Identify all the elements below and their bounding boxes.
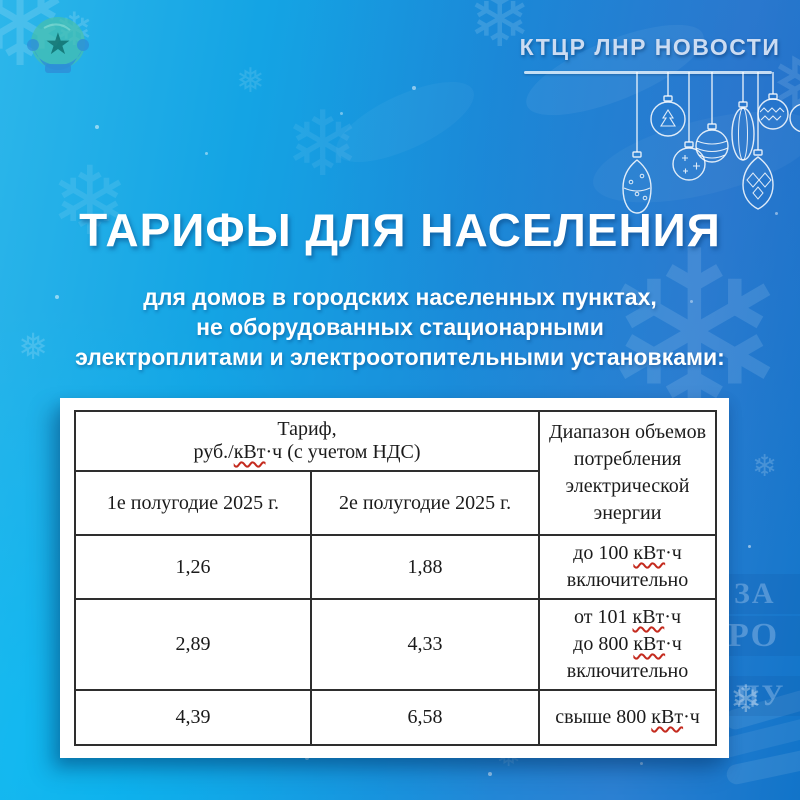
tariff-value-cell: 1,26	[74, 534, 312, 600]
watermark-text: ПУ	[736, 679, 786, 712]
snow-dot	[205, 152, 208, 155]
misspelled-unit: кВт	[633, 542, 666, 564]
lnr-emblem-logo: ★	[27, 17, 89, 73]
snowflake-icon: ❄	[468, 0, 532, 64]
table-row: 2,89 4,33 от 101 кВт·ч до 800 кВт·ч вклю…	[74, 598, 718, 691]
tariff-value-cell: 6,58	[309, 689, 541, 746]
subtitle-line: не оборудованных стационарными	[196, 314, 604, 340]
table-row: 1,26 1,88 до 100 кВт·ч включительно	[74, 534, 718, 600]
snowflake-icon: ❄	[752, 449, 778, 484]
watermark-fragment: РО	[720, 616, 800, 656]
misspelled-unit: кВт	[632, 606, 665, 628]
table-header-row: Тариф, руб./кВт·ч (с учетом НДС) Диапазо…	[73, 410, 718, 536]
snow-dot	[690, 300, 693, 303]
snowflake-icon: ❅	[770, 40, 800, 130]
snowflake-icon: ❄	[730, 677, 762, 721]
tariff-value-cell: 4,33	[309, 598, 541, 691]
page-title: ТАРИФЫ ДЛЯ НАСЕЛЕНИЯ	[79, 204, 721, 256]
misspelled-unit: кВт	[651, 706, 684, 728]
tariff-header-line1: Тариф,	[277, 418, 337, 440]
snow-dot	[95, 125, 99, 129]
tariff-value-cell: 4,39	[74, 689, 312, 746]
column-header-h1-2025: 1е полугодие 2025 г.	[74, 470, 312, 536]
snow-dot	[412, 86, 416, 90]
snowflake-icon: ❅	[236, 61, 265, 101]
tariff-table-panel: Тариф, руб./кВт·ч (с учетом НДС) Диапазо…	[60, 398, 729, 758]
column-header-h2-2025: 2е полугодие 2025 г.	[309, 470, 541, 536]
watermark-fragment: ПУ	[728, 676, 800, 716]
bauble-stars-icon	[672, 72, 706, 181]
snow-dot	[640, 762, 643, 765]
table-subheader-row: 1е полугодие 2025 г. 2е полугодие 2025 г…	[74, 470, 716, 536]
svg-text:★: ★	[45, 27, 72, 62]
misspelled-unit: кВт	[633, 633, 666, 655]
misspelled-unit: кВт	[233, 441, 266, 463]
bauble-zigzag-icon	[757, 72, 789, 130]
brand-title: КТЦР ЛНР НОВОСТИ	[519, 34, 781, 60]
snowflake-icon: ❄	[285, 92, 361, 197]
snow-dot	[488, 772, 492, 776]
subtitle-line: для домов в городских населенных пунктах…	[143, 284, 657, 310]
watermark-fragment: ЗА	[726, 574, 800, 614]
range-cell: свыше 800 кВт·ч	[538, 689, 718, 746]
snow-dot	[775, 212, 778, 215]
watermark-text: РО	[728, 617, 780, 654]
range-header-cell: Диапазон объемов потребления электрическ…	[538, 410, 718, 536]
snowflake-icon: ❄	[50, 147, 130, 257]
snow-dot	[305, 756, 309, 760]
range-cell: от 101 кВт·ч до 800 кВт·ч включительно	[538, 598, 718, 691]
bauble-diamonds-icon	[742, 72, 774, 210]
snow-dot	[340, 112, 343, 115]
tariff-header-cell: Тариф, руб./кВт·ч (с учетом НДС)	[73, 410, 541, 472]
bauble-oval-icon	[731, 72, 755, 161]
snow-dot	[55, 295, 59, 299]
snow-dot	[748, 545, 751, 548]
bauble-teardrop-icon	[622, 72, 652, 214]
bauble-tree-icon	[650, 72, 686, 137]
range-cell: до 100 кВт·ч включительно	[538, 534, 718, 600]
christmas-ornaments	[622, 72, 800, 214]
page-subtitle: для домов в городских населенных пунктах…	[0, 282, 800, 372]
header-divider	[524, 71, 772, 74]
subtitle-line: электроплитами и электроотопительными ус…	[75, 344, 725, 370]
bauble-stripes-icon	[695, 72, 729, 163]
bauble-partial-icon	[789, 103, 800, 133]
watermark-text: ЗА	[734, 577, 776, 610]
table-row: 4,39 6,58 свыше 800 кВт·ч	[74, 689, 718, 746]
tariff-table: Тариф, руб./кВт·ч (с учетом НДС) Диапазо…	[73, 410, 718, 746]
tariff-header-line2: руб./кВт·ч (с учетом НДС)	[193, 441, 421, 463]
snowflake-icon: ❅	[18, 327, 49, 368]
tariff-value-cell: 1,88	[309, 534, 541, 600]
tariff-value-cell: 2,89	[74, 598, 312, 691]
